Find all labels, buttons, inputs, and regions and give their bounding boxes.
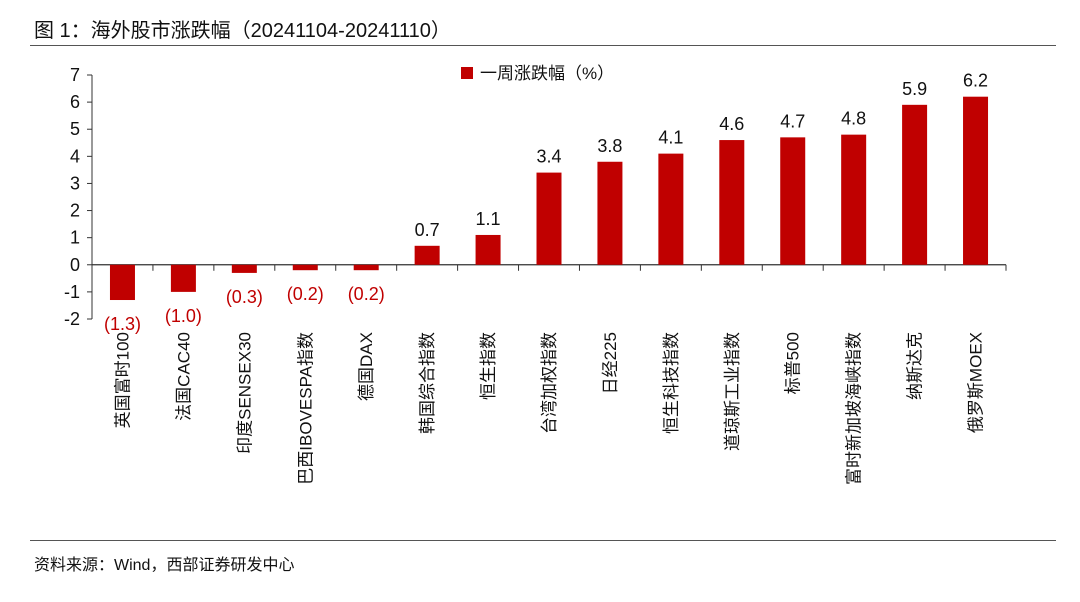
bar — [963, 96, 989, 265]
category-label: 恒生指数 — [479, 332, 498, 400]
category-label: 俄罗斯MOEX — [967, 332, 986, 433]
top-rule — [30, 45, 1056, 46]
bar — [841, 134, 867, 265]
data-label: (1.3) — [104, 314, 141, 334]
data-label: 5.9 — [902, 79, 927, 99]
y-tick-label: 4 — [70, 146, 80, 166]
y-tick-label: 5 — [70, 119, 80, 139]
y-tick-label: 2 — [70, 201, 80, 221]
bar — [170, 264, 196, 292]
data-label: 3.8 — [597, 136, 622, 156]
category-label: 法国CAC40 — [174, 332, 193, 421]
data-label: 4.7 — [780, 111, 805, 131]
bar — [902, 104, 928, 265]
bar — [475, 234, 501, 265]
bar — [353, 264, 379, 271]
y-tick-label: 0 — [70, 255, 80, 275]
source-note: 资料来源：Wind，西部证券研发中心 — [34, 557, 295, 574]
y-tick-label: 1 — [70, 228, 80, 248]
data-label: 6.2 — [963, 71, 988, 91]
category-label: 英国富时100 — [113, 332, 132, 428]
category-label: 巴西IBOVESPA指数 — [296, 332, 315, 485]
data-label: 4.1 — [658, 128, 683, 148]
category-label: 印度SENSEX30 — [235, 332, 254, 454]
bar — [597, 161, 623, 265]
y-tick-label: -1 — [64, 282, 80, 302]
legend-label: 一周涨跌幅（%） — [480, 64, 614, 83]
category-label: 恒生科技指数 — [662, 332, 681, 434]
legend-swatch — [461, 67, 473, 79]
bottom-rule — [30, 540, 1056, 541]
category-label: 道琼斯工业指数 — [723, 332, 742, 451]
bar — [231, 264, 257, 273]
data-label: 4.6 — [719, 114, 744, 134]
data-label: (0.2) — [287, 284, 324, 304]
category-label: 韩国综合指数 — [418, 332, 437, 434]
category-label: 纳斯达克 — [906, 332, 925, 400]
data-label: 0.7 — [415, 220, 440, 240]
figure-title: 图 1：海外股市涨跌幅（20241104-20241110） — [34, 20, 451, 42]
bar — [719, 140, 745, 265]
data-label: (1.0) — [165, 306, 202, 326]
bar — [414, 245, 440, 265]
y-tick-label: 6 — [70, 92, 80, 112]
category-label: 台湾加权指数 — [540, 332, 559, 434]
data-label: 4.8 — [841, 109, 866, 129]
bar — [780, 137, 806, 265]
data-label: 3.4 — [536, 147, 561, 167]
category-label: 标普500 — [784, 332, 803, 394]
data-label: 1.1 — [476, 209, 501, 229]
y-tick-label: -2 — [64, 309, 80, 329]
bar-chart: -2 -1 0 1 2 3 4 5 6 7 (1.3)英国富时100 (1.0) 法国CAC40 (0.3… — [64, 64, 1007, 485]
y-tick-label: 7 — [70, 65, 80, 85]
category-label: 富时新加坡海峡指数 — [845, 332, 864, 485]
bar — [292, 264, 318, 271]
category-label: 德国DAX — [357, 332, 376, 401]
data-label: (0.2) — [348, 284, 385, 304]
bar — [536, 172, 562, 265]
bar — [109, 264, 135, 301]
category-label: 日经225 — [601, 332, 620, 394]
bar — [658, 153, 684, 265]
y-tick-label: 3 — [70, 173, 80, 193]
data-label: (0.3) — [226, 287, 263, 307]
